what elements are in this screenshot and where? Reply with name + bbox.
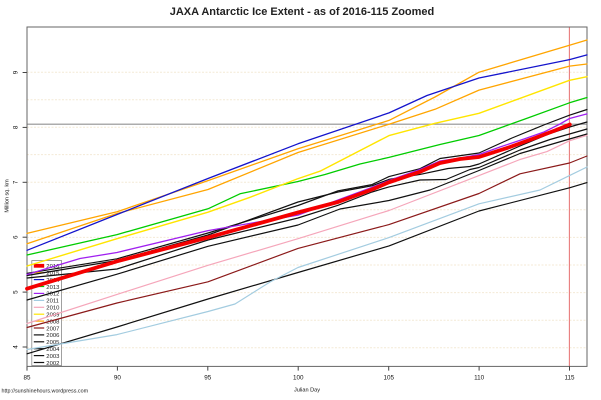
svg-text:100: 100 (293, 375, 304, 382)
svg-text:6: 6 (13, 235, 20, 239)
svg-text:5: 5 (13, 290, 20, 294)
svg-text:http://sunshinehours.wordpress: http://sunshinehours.wordpress.com (2, 389, 89, 395)
svg-text:Million sq. km: Million sq. km (5, 179, 11, 213)
svg-text:105: 105 (383, 375, 394, 382)
svg-text:110: 110 (474, 375, 485, 382)
svg-text:2013: 2013 (46, 285, 60, 291)
svg-text:2002: 2002 (46, 361, 59, 367)
svg-text:8: 8 (13, 125, 20, 129)
svg-text:2003: 2003 (46, 354, 60, 360)
svg-text:2004: 2004 (46, 347, 60, 353)
svg-text:4: 4 (13, 345, 20, 349)
svg-text:2011: 2011 (46, 299, 59, 305)
svg-text:115: 115 (564, 375, 575, 382)
svg-text:2008: 2008 (46, 319, 60, 325)
svg-text:9: 9 (13, 70, 20, 74)
svg-text:95: 95 (204, 375, 212, 382)
svg-text:90: 90 (114, 375, 122, 382)
svg-text:2007: 2007 (46, 326, 59, 332)
svg-text:2010: 2010 (46, 306, 60, 312)
svg-text:JAXA Antarctic Ice Extent - as: JAXA Antarctic Ice Extent - as of 2016-1… (170, 6, 435, 18)
svg-text:7: 7 (13, 180, 20, 184)
svg-text:Julian Day: Julian Day (294, 388, 320, 394)
svg-text:2005: 2005 (46, 340, 60, 346)
svg-text:2015: 2015 (46, 271, 60, 277)
svg-text:2012: 2012 (46, 292, 59, 298)
svg-text:2006: 2006 (46, 333, 60, 339)
svg-text:85: 85 (23, 375, 31, 382)
